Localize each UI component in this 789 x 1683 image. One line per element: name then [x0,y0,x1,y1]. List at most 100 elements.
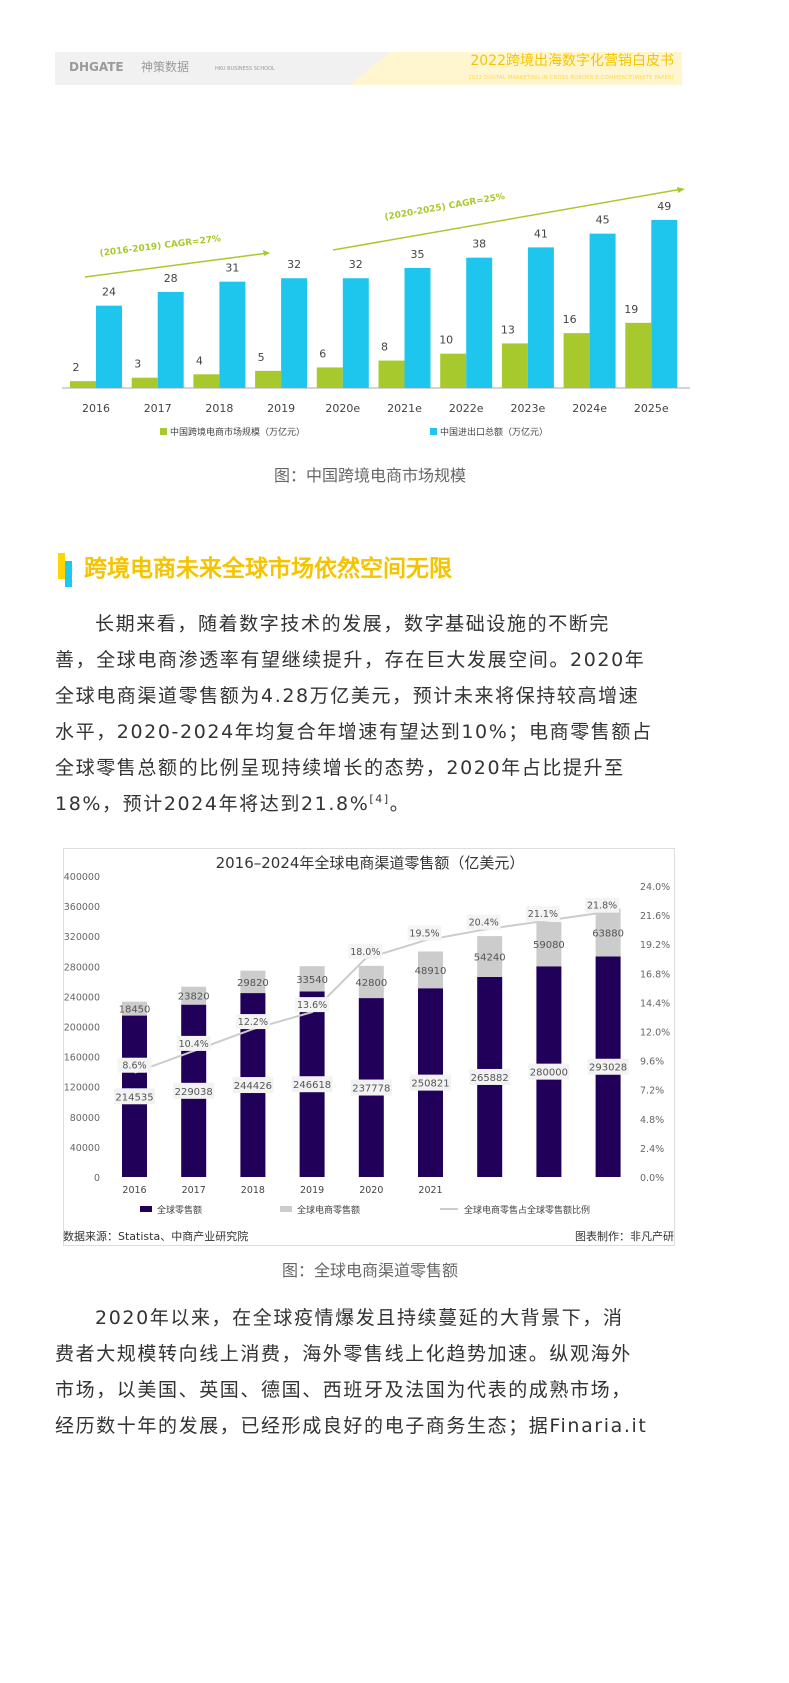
bar-ecommerce-retail [595,908,621,957]
x-tick-label: 2024e [572,402,607,415]
x-tick-label: 2020e [325,402,360,415]
bar-ecommerce-size [625,322,652,388]
legend-label: 中国进出口总额（万亿元） [440,426,548,438]
legend-label: 全球零售额 [157,1204,202,1216]
bar-ecommerce-retail [181,986,207,1005]
hku-logo: HKU BUSINESS SCHOOL [215,66,275,72]
data-label-bg [469,1068,511,1085]
para-text: 18%，预计2024年将达到21.8% [55,793,370,815]
citation-ref[interactable]: [4] [369,792,390,806]
y2-tick-label: 12.0% [640,1028,670,1039]
data-label: 13 [501,323,515,336]
data-label: 35 [411,248,425,261]
ratio-label: 12.2% [238,1017,268,1028]
x-tick-label: 2021 [418,1185,442,1196]
data-label: 250821 [411,1079,449,1090]
y2-tick-label: 2.4% [640,1144,664,1155]
bar-ecommerce-retail [299,966,325,992]
para-line: 经历数十年的发展，已经形成良好的电子商务生态；据Finaria.it [55,1415,648,1437]
legend-label: 中国跨境电商市场规模（万亿元） [170,426,305,438]
para-text: 。 [389,793,411,815]
ratio-label-bg [466,914,501,930]
data-label: 4 [196,354,203,367]
x-tick-label: 2016 [122,1185,146,1196]
x-tick-label: 2021e [387,402,422,415]
bar-trade-total [466,257,493,388]
data-label: 2 [73,361,80,374]
cagr-label-2: (2020-2025) CAGR=25% [384,192,506,223]
data-label-bg [587,1058,629,1075]
x-tick-label: 2022e [449,402,484,415]
bar-trade-total [281,278,308,388]
data-label: 10 [439,334,453,347]
ratio-label-bg [407,925,442,941]
data-label: 45 [596,214,610,227]
data-label-bg [410,1074,451,1091]
cagr-arrow-2 [332,188,683,251]
legend-label: 全球电商零售占全球零售额比例 [464,1204,590,1216]
ratio-label: 21.1% [528,909,558,920]
y2-tick-label: 14.4% [640,998,670,1009]
data-label: 229038 [175,1087,213,1098]
header-title-area: 2022跨境出海数字化营销白皮书 2022 DIGITAL MARKETING … [350,52,682,85]
ratio-label: 19.5% [409,929,439,940]
x-tick-label: 2017 [182,1185,206,1196]
bar-ecommerce-retail [477,936,503,977]
bar-trade-total [342,278,369,388]
para-line: 2020年以来，在全球疫情爆发且持续蔓延的大背景下，消 [95,1307,624,1329]
data-label-bg [232,1077,274,1094]
sensors-data-logo: 神策数据 [141,60,190,74]
data-label: 54240 [474,953,506,964]
bar-ecommerce-size [193,374,220,388]
y2-tick-label: 16.8% [640,969,670,980]
data-label: 6 [319,347,326,360]
para-line: 水平，2020-2024年均复合年增速有望达到10%；电商零售额占 [55,721,653,743]
global-ecommerce-chart: 2016–2024年全球电商渠道零售额（亿美元） 0 40000 80000 12000… [64,854,670,1216]
ratio-label-bg [295,997,330,1013]
ratio-label: 20.4% [469,918,499,929]
x-tick-label: 2019 [300,1185,324,1196]
legend-swatch [160,428,167,435]
ratio-label: 18.0% [350,947,380,958]
data-label: 29820 [237,978,269,989]
bar-ecommerce-size [563,333,590,388]
x-tick-label: 2020 [359,1185,383,1196]
x-tick-label: 2023e [511,402,546,415]
data-label: 19 [624,303,638,316]
bar-ecommerce-size [316,367,343,388]
y-tick-label: 40000 [70,1143,100,1154]
bar-trade-total [219,281,246,388]
data-label: 280000 [530,1068,568,1079]
legend-swatch [430,428,437,435]
bar-ecommerce-size [255,370,282,388]
ratio-label-bg [235,1014,270,1030]
bar-ecommerce-size [501,343,528,388]
arrow-head [677,187,685,193]
legend-swatch [280,1206,292,1212]
y-tick-label: 240000 [64,992,100,1003]
china-cross-border-chart: 2 24 2016 3 28 2017 4 31 2018 5 32 2019 6 32 2020e 8 35 2… [62,187,690,438]
data-label: 31 [225,262,239,275]
ratio-label-bg [176,1035,211,1051]
legend-swatch [140,1206,152,1212]
y-tick-label: 200000 [64,1023,100,1034]
cagr-arrow-1 [84,252,269,278]
y-tick-label: 360000 [64,902,100,913]
data-label: 38 [472,238,486,251]
header-subtitle: 2022 DIGITAL MARKETING IN CROSS-BORDER E… [468,75,674,81]
data-label-bg [173,1082,215,1099]
bar-trade-total [96,305,122,388]
x-tick-label: 2017 [144,402,172,415]
data-label: 237778 [352,1084,390,1095]
y2-tick-label: 0.0% [640,1173,664,1184]
bar-trade-total [651,219,678,388]
x-tick-label: 2018 [241,1185,265,1196]
data-label: 214535 [115,1092,153,1103]
y-tick-label: 80000 [70,1113,100,1124]
bar-ecommerce-size [440,353,467,388]
y-tick-label: 0 [94,1173,100,1184]
para-line: 市场，以美国、英国、德国、西班牙及法国为代表的成熟市场， [55,1379,632,1401]
data-label: 244426 [234,1081,272,1092]
y2-tick-label: 24.0% [640,882,670,893]
